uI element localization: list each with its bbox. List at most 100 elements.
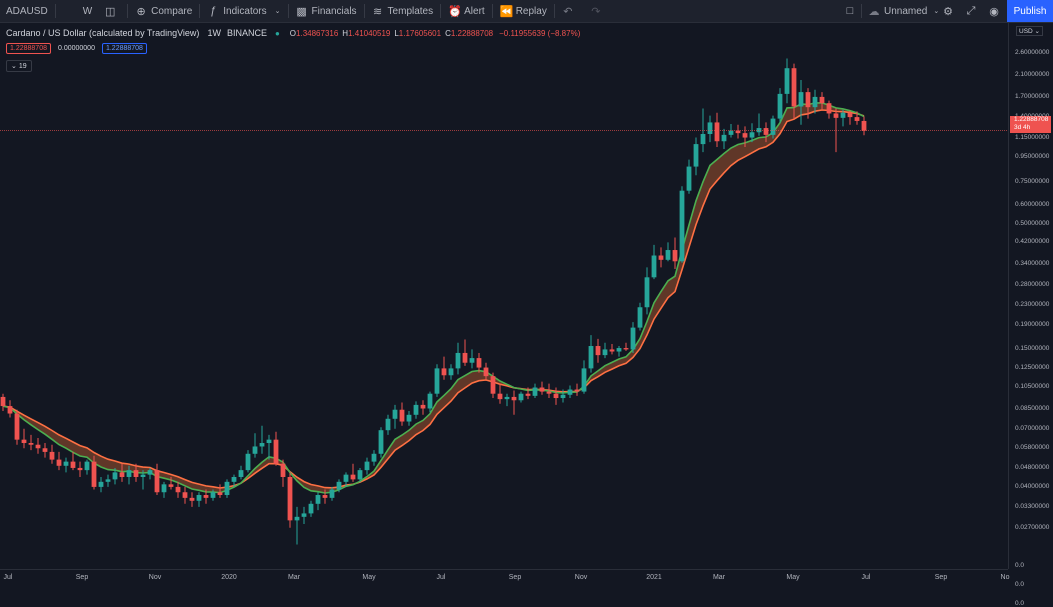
symbol-title[interactable]: Cardano / US Dollar (calculated by Tradi… [6, 28, 200, 38]
price-tick-label: 0.04000000 [1015, 482, 1050, 490]
candle [399, 402, 405, 426]
candle-body [609, 349, 615, 352]
low-value: 1.17605601 [398, 28, 442, 38]
candle [665, 242, 671, 262]
candle-body [287, 476, 293, 521]
candle [119, 463, 125, 482]
candle-body [490, 376, 496, 394]
price-chart[interactable] [0, 23, 1008, 569]
time-tick-label: Nov [148, 574, 162, 581]
candle-body [14, 413, 20, 440]
candle [105, 474, 111, 487]
candle [413, 401, 419, 419]
financials-button[interactable]: ▩ Financials [290, 0, 363, 22]
interval-button[interactable]: W [77, 0, 98, 22]
plus-circle-icon: ⊕ [136, 5, 146, 18]
candle [84, 459, 90, 475]
chart-style-button[interactable]: ◫ [98, 0, 126, 22]
fullscreen-select-button[interactable]: □ [838, 0, 866, 22]
replay-button[interactable]: ⏪ Replay [494, 0, 553, 22]
redo-button[interactable]: ↷ [584, 0, 612, 22]
candle-body [854, 117, 860, 121]
candle-body [448, 368, 454, 376]
candle-body [56, 459, 62, 466]
candle [483, 362, 489, 380]
candle-body [455, 352, 461, 369]
cloud-icon: ☁ [868, 5, 880, 18]
rewind-icon: ⏪ [499, 5, 514, 18]
candle [763, 122, 769, 143]
templates-icon: ≋ [372, 5, 383, 18]
candle [644, 267, 650, 315]
indicator-count: 19 [18, 63, 27, 70]
interval-label: W [82, 5, 93, 17]
price-tick-label: 1.70000000 [1015, 92, 1050, 100]
snapshot-button[interactable]: ◉ [982, 0, 1010, 22]
candle [693, 137, 699, 176]
candle-body [245, 453, 251, 471]
candle-body [707, 122, 713, 135]
alarm-clock-icon: ⏰ [448, 5, 462, 18]
settings-button[interactable]: ⚙ [936, 0, 964, 22]
candle [147, 467, 153, 480]
candle-body [686, 166, 692, 191]
candle [350, 463, 356, 482]
price-tick-label: 0.0 [1015, 599, 1025, 607]
candle-body [266, 439, 272, 444]
candle-body [413, 404, 419, 415]
currency-button[interactable]: USD ⌄ [1016, 26, 1043, 36]
toolbar-divider [127, 4, 129, 18]
candle-body [567, 389, 573, 395]
templates-label: Templates [387, 5, 434, 17]
candle [357, 467, 363, 482]
alert-button[interactable]: ⏰ Alert [442, 0, 491, 22]
candle [553, 387, 559, 405]
candle [567, 385, 573, 399]
candle [742, 126, 748, 148]
candle-body [140, 474, 146, 477]
candle-body [833, 113, 839, 118]
candle-body [434, 368, 440, 394]
candle-body [518, 393, 524, 401]
candle [840, 109, 846, 127]
last-price-badge: 1.22888708 3d 4h [1010, 116, 1051, 133]
candle [371, 450, 377, 466]
indicator-value-2: 0.00000000 [57, 45, 95, 52]
undo-button[interactable]: ↶ [556, 0, 584, 22]
candle [616, 346, 622, 357]
candle [602, 342, 608, 359]
candle [287, 472, 293, 528]
compare-button[interactable]: ⊕ Compare [129, 0, 198, 22]
candle [735, 124, 741, 139]
candle [427, 391, 433, 413]
fullscreen-button[interactable]: ⤢ [959, 0, 987, 22]
candle [98, 476, 104, 493]
time-axis[interactable]: Jul Sep Nov 2020 Mar May Jul Sep Nov 2021 Mar May Ju… [0, 569, 1009, 588]
price-tick-label: 2.60000000 [1015, 48, 1050, 56]
time-tick-label: 2021 [646, 574, 662, 581]
candle-body [532, 387, 538, 396]
price-tick-label: 0.15000000 [1015, 345, 1050, 353]
candle-body [658, 255, 664, 260]
candle-body [399, 409, 405, 422]
candle-body [119, 472, 125, 477]
price-axis[interactable]: 2.600000002.100000001.700000001.40000000… [1008, 23, 1053, 607]
publish-button[interactable]: Publish [1007, 0, 1053, 22]
indicators-button[interactable]: ƒ Indicators ⌄ [201, 0, 286, 22]
candle [721, 128, 727, 150]
candle-body [693, 144, 699, 167]
candle-body [700, 134, 706, 145]
candle [791, 63, 797, 119]
candle [525, 387, 531, 400]
price-tick-label: 0.0 [1015, 580, 1025, 588]
templates-button[interactable]: ≋ Templates [366, 0, 440, 22]
candle [336, 479, 342, 493]
chevron-down-icon: ⌄ [274, 8, 281, 15]
indicator-values: 1.22888708 0.00000000 1.22888708 [6, 43, 147, 54]
indicators-collapse-button[interactable]: ⌄ 19 [6, 60, 32, 72]
market-status-icon[interactable]: ● [274, 28, 280, 38]
symbol-label: ADAUSD [6, 5, 48, 17]
candle-body [672, 250, 678, 262]
symbol-search-button[interactable]: ADAUSD [0, 0, 54, 22]
layout-menu-button[interactable]: ☁ Unnamed ⌄ [862, 0, 945, 22]
